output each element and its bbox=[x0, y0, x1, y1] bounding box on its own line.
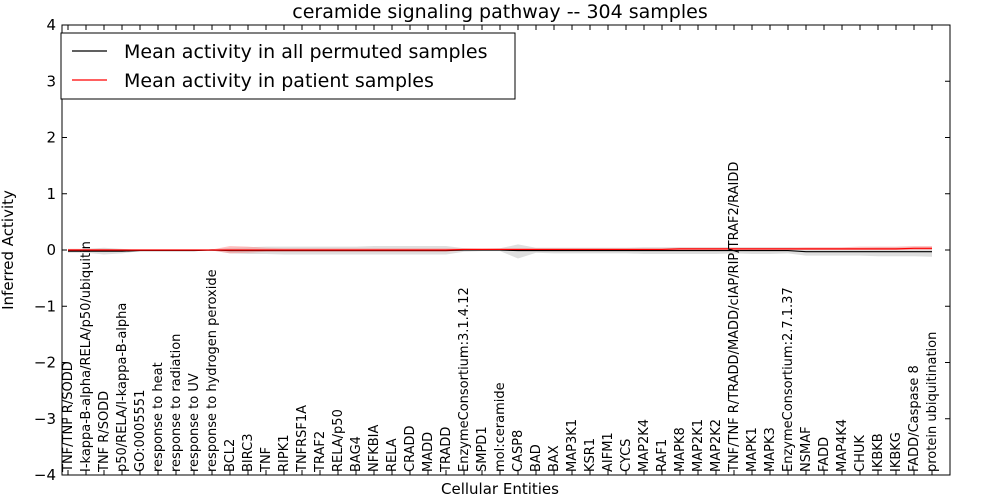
legend-box bbox=[60, 32, 516, 100]
y-tick-label: 3 bbox=[46, 72, 56, 90]
x-tick-label: CRADD bbox=[403, 426, 418, 473]
x-tick-label: mol:ceramide bbox=[493, 382, 508, 472]
series-lines bbox=[68, 247, 932, 253]
x-tick-label: BAX bbox=[547, 445, 562, 472]
x-tick-label: p50/RELA/I-kappa-B-alpha bbox=[115, 303, 130, 472]
x-tick-label: BAD bbox=[529, 444, 544, 472]
y-tick-label: 4 bbox=[46, 16, 56, 34]
x-axis-ticks: TNF/TNF R/SODD I-kappa-B-alpha/RELA/p50/u… bbox=[61, 25, 940, 475]
x-tick-label: EnzymeConsortium:2.7.1.37 bbox=[781, 287, 796, 472]
x-tick-label: IKBKG bbox=[889, 432, 904, 472]
x-tick-label: NSMAF bbox=[799, 426, 814, 472]
x-tick-label: RIPK1 bbox=[277, 434, 292, 472]
x-tick-label: CYCS bbox=[619, 439, 634, 472]
x-tick-label: I-kappa-B-alpha/RELA/p50/ubiquitin bbox=[79, 241, 94, 472]
x-tick-label: BAG4 bbox=[349, 436, 364, 472]
x-tick-label: EnzymeConsortium:3.1.4.12 bbox=[457, 287, 472, 472]
x-tick-label: TNF R/SODD bbox=[97, 391, 112, 473]
x-tick-label: FADD/Caspase 8 bbox=[907, 365, 922, 472]
x-tick-label: MAP2K1 bbox=[691, 419, 706, 472]
legend-label-patient: Mean activity in patient samples bbox=[124, 70, 434, 92]
legend-label-permuted: Mean activity in all permuted samples bbox=[124, 41, 487, 63]
x-tick-label: CHUK bbox=[853, 435, 868, 472]
x-axis-label: Cellular Entities bbox=[441, 480, 559, 498]
y-tick-label: −2 bbox=[34, 354, 56, 372]
x-tick-label: RELA bbox=[385, 438, 400, 472]
y-tick-label: 2 bbox=[46, 129, 56, 147]
x-tick-label: RAF1 bbox=[655, 439, 670, 472]
y-tick-label: −4 bbox=[34, 466, 56, 484]
x-tick-label: protein ubiquitination bbox=[925, 332, 940, 472]
x-tick-label: TNF/TNF R/SODD bbox=[61, 361, 76, 473]
x-tick-label: NFKBIA bbox=[367, 425, 382, 472]
y-tick-label: −1 bbox=[34, 297, 56, 315]
y-tick-label: −3 bbox=[34, 410, 56, 428]
x-tick-label: MAPK3 bbox=[763, 427, 778, 472]
x-tick-label: MAP4K4 bbox=[835, 419, 850, 472]
x-tick-label: MAP2K2 bbox=[709, 419, 724, 472]
x-tick-label: GO:0005551 bbox=[133, 390, 148, 472]
x-tick-label: IKBKB bbox=[871, 433, 886, 472]
x-tick-label: AIFM1 bbox=[601, 432, 616, 472]
x-tick-label: TRAF2 bbox=[313, 431, 328, 473]
x-tick-label: CASP8 bbox=[511, 430, 526, 472]
x-tick-label: RELA/p50 bbox=[331, 409, 346, 472]
y-tick-label: 1 bbox=[46, 185, 56, 203]
legend: Mean activity in all permuted samples Me… bbox=[60, 32, 516, 100]
x-tick-label: MAPK1 bbox=[745, 427, 760, 472]
y-tick-label: 0 bbox=[46, 241, 56, 259]
x-tick-label: KSR1 bbox=[583, 438, 598, 472]
x-tick-label: TNF/TNF R/TRADD/MADD/cIAP/RIP/TRAF2/RAID… bbox=[727, 162, 742, 473]
chart-title: ceramide signaling pathway -- 304 sample… bbox=[292, 1, 708, 23]
band-permuted bbox=[68, 244, 932, 259]
x-tick-label: TNFRSF1A bbox=[295, 405, 310, 473]
x-tick-label: response to UV bbox=[187, 373, 202, 472]
x-tick-label: FADD bbox=[817, 437, 832, 472]
x-tick-label: TNF bbox=[259, 447, 274, 473]
x-tick-label: MADD bbox=[421, 432, 436, 472]
x-tick-label: response to radiation bbox=[169, 334, 184, 472]
x-tick-label: response to heat bbox=[151, 362, 166, 472]
x-tick-label: TRADD bbox=[439, 427, 454, 473]
x-tick-label: BCL2 bbox=[223, 439, 238, 472]
x-tick-label: SMPD1 bbox=[475, 426, 490, 472]
x-tick-label: MAPK8 bbox=[673, 427, 688, 472]
x-tick-label: response to hydrogen peroxide bbox=[205, 269, 220, 472]
series-line-patient bbox=[68, 247, 932, 251]
x-tick-label: MAP2K4 bbox=[637, 419, 652, 472]
x-tick-label: MAP3K1 bbox=[565, 419, 580, 472]
y-axis-ticks: −4 −3 −2 −1 0 1 2 3 4 bbox=[34, 16, 950, 484]
x-tick-label: BIRC3 bbox=[241, 434, 256, 473]
y-axis-label: Inferred Activity bbox=[0, 190, 17, 310]
